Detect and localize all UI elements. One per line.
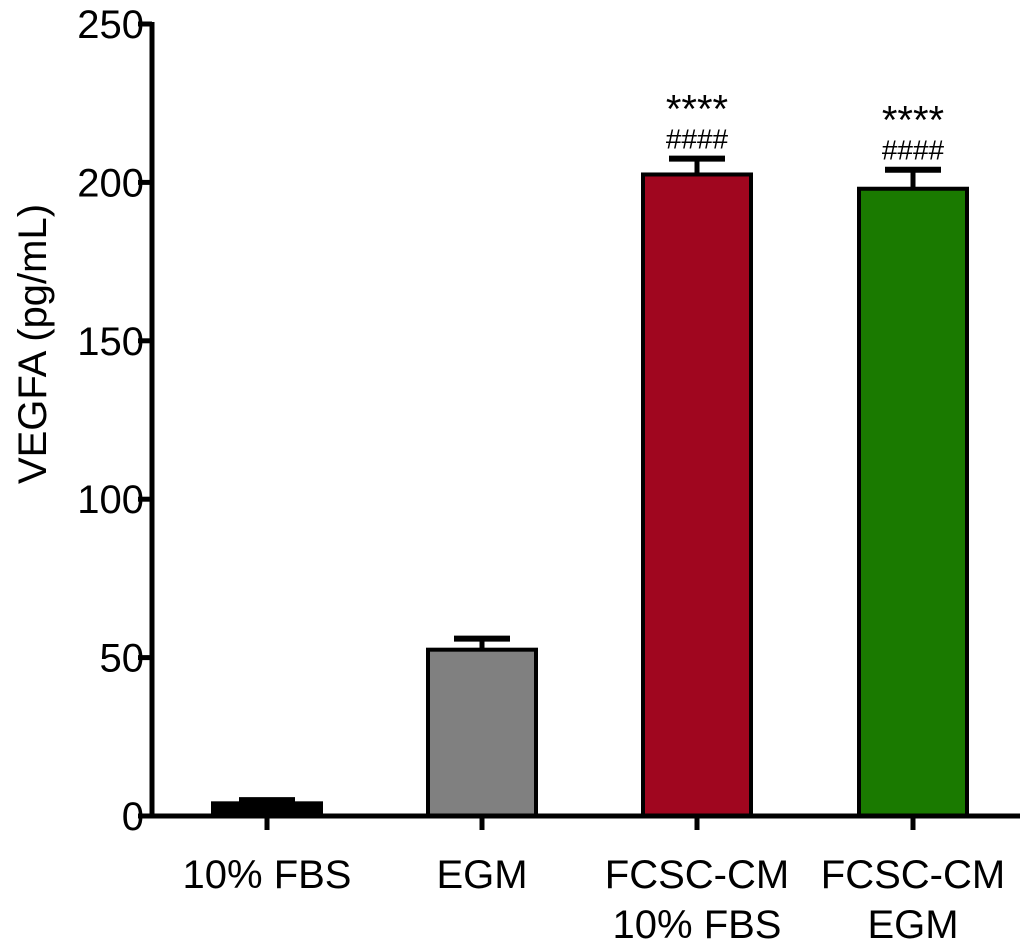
y-ticks-group: 0 50 100 150 200 250 [77,3,916,839]
significance-hash: #### [882,135,945,166]
axes-group [149,22,1020,819]
y-tick-label: 100 [77,478,144,522]
y-tick-label: 200 [77,161,144,205]
bar [426,647,538,818]
y-tick-label: 250 [77,3,144,47]
bar [641,172,753,819]
y-tick-label: 150 [77,320,144,364]
bars-group [211,172,969,819]
x-tick-label: FCSC-CM [605,853,789,897]
y-axis-title: VEGFA (pg/mL) [11,204,55,484]
y-tick-label: 50 [100,637,145,681]
x-tick-label: EGM [867,903,958,944]
x-tick-label: EGM [436,853,527,897]
x-labels-group: 10% FBS EGM FCSC-CM 10% FBS FCSC-CM EGM [183,853,1006,944]
error-bars-group [239,155,941,804]
annotations-group: ****#### ****#### [666,88,945,166]
x-tick-label: FCSC-CM [821,853,1005,897]
x-tick-label: 10% FBS [183,853,352,897]
bar [857,186,969,818]
significance-hash: #### [666,124,729,155]
significance-stars: **** [666,88,728,132]
significance-stars: **** [882,99,944,143]
x-tick-label: 10% FBS [613,903,782,944]
y-tick-label: 0 [122,795,144,839]
